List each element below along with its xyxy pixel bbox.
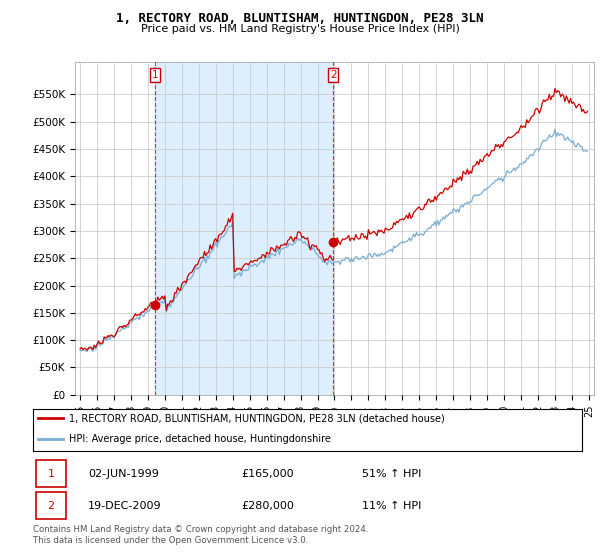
Text: 51% ↑ HPI: 51% ↑ HPI <box>362 469 422 479</box>
Text: 2: 2 <box>330 70 337 80</box>
Text: 1: 1 <box>47 469 55 479</box>
FancyBboxPatch shape <box>36 492 66 519</box>
Text: 1, RECTORY ROAD, BLUNTISHAM, HUNTINGDON, PE28 3LN (detached house): 1, RECTORY ROAD, BLUNTISHAM, HUNTINGDON,… <box>68 413 445 423</box>
Text: 2: 2 <box>47 501 55 511</box>
FancyBboxPatch shape <box>36 460 66 487</box>
Text: £280,000: £280,000 <box>242 501 295 511</box>
Text: 02-JUN-1999: 02-JUN-1999 <box>88 469 159 479</box>
Text: Price paid vs. HM Land Registry's House Price Index (HPI): Price paid vs. HM Land Registry's House … <box>140 24 460 34</box>
Bar <box>155 62 333 395</box>
Text: 19-DEC-2009: 19-DEC-2009 <box>88 501 161 511</box>
Text: £165,000: £165,000 <box>242 469 294 479</box>
Text: 1, RECTORY ROAD, BLUNTISHAM, HUNTINGDON, PE28 3LN: 1, RECTORY ROAD, BLUNTISHAM, HUNTINGDON,… <box>116 12 484 25</box>
Text: Contains HM Land Registry data © Crown copyright and database right 2024.
This d: Contains HM Land Registry data © Crown c… <box>33 525 368 545</box>
Text: HPI: Average price, detached house, Huntingdonshire: HPI: Average price, detached house, Hunt… <box>68 435 331 445</box>
Text: 1: 1 <box>152 70 158 80</box>
Text: 11% ↑ HPI: 11% ↑ HPI <box>362 501 422 511</box>
